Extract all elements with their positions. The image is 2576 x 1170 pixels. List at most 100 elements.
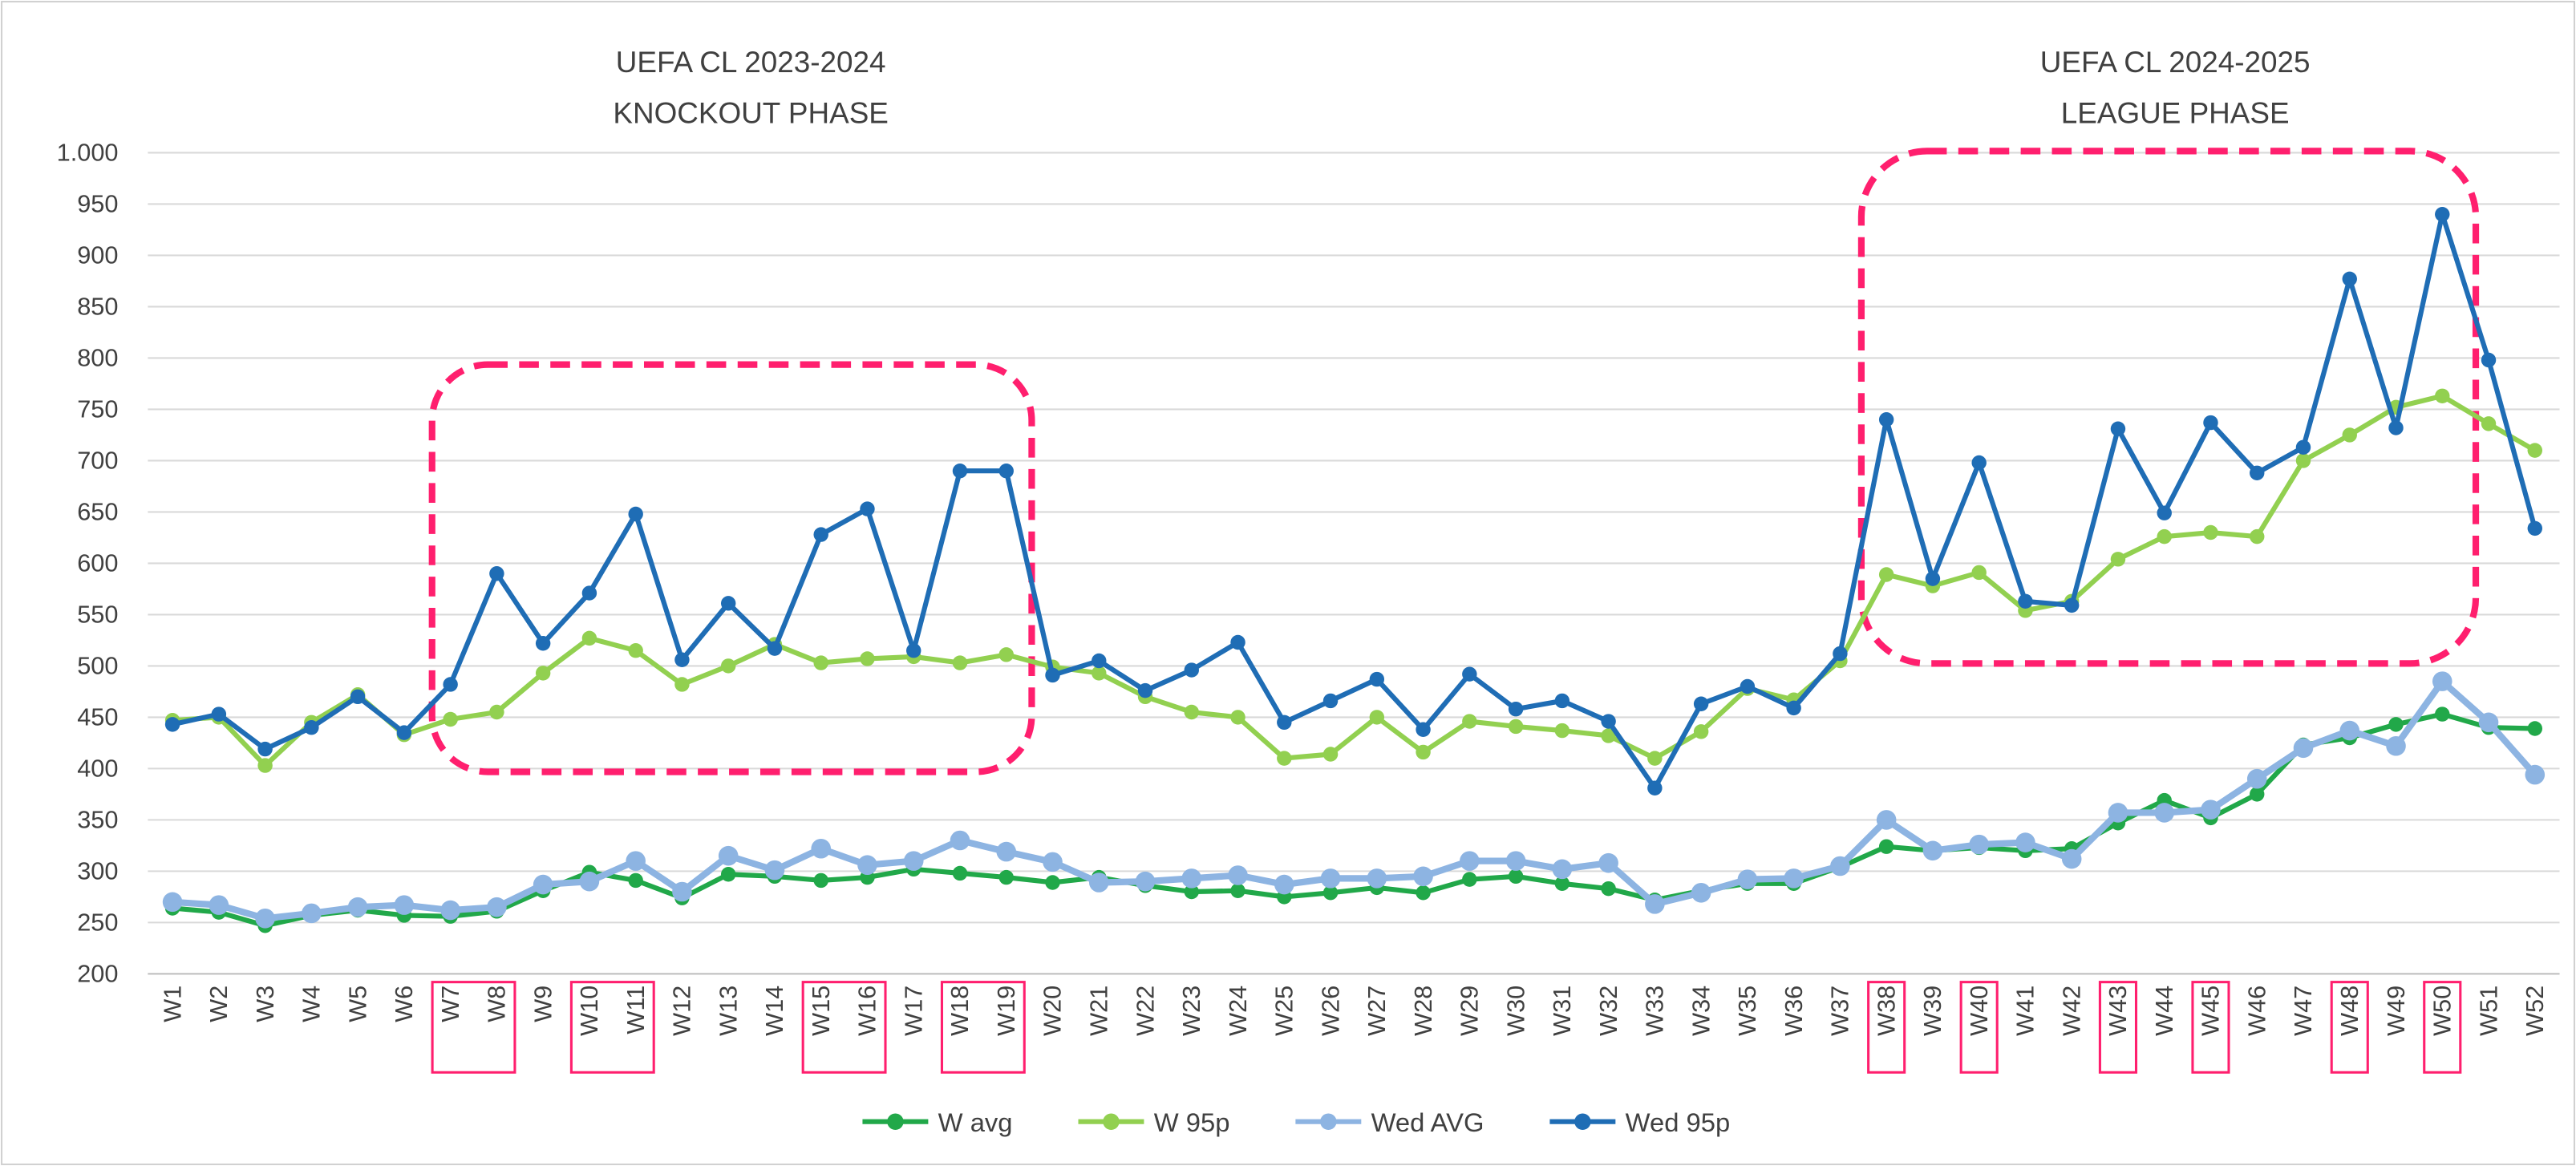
data-point [1413, 866, 1433, 887]
data-point [1830, 856, 1850, 876]
data-point [813, 527, 828, 542]
data-point [1647, 780, 1663, 796]
data-point [1181, 868, 1202, 889]
x-tick-label: W52 [2521, 986, 2549, 1036]
data-point [2527, 520, 2543, 536]
series-line [172, 212, 2538, 791]
x-tick-label: W23 [1177, 986, 1205, 1036]
data-point [2250, 465, 2265, 481]
data-point [998, 647, 1014, 662]
data-point [1508, 719, 1524, 735]
data-point [2246, 768, 2267, 789]
data-point [1369, 671, 1385, 687]
data-point [1922, 840, 1943, 861]
x-tick-label: W14 [760, 986, 788, 1036]
data-point [1878, 839, 1894, 854]
data-point [2250, 787, 2265, 802]
x-tick-label: W22 [1131, 986, 1159, 1036]
legend-swatch [1574, 1113, 1591, 1130]
x-tick-label: W26 [1316, 986, 1344, 1036]
x-tick-label: W2 [205, 986, 233, 1022]
data-point [1554, 723, 1570, 739]
data-point [1647, 751, 1663, 766]
x-tick-label: W3 [251, 986, 279, 1022]
data-point [2295, 439, 2311, 455]
data-point [211, 706, 227, 722]
data-point [394, 895, 415, 915]
x-tick-label: W16 [853, 986, 881, 1036]
x-tick-label: W5 [343, 986, 371, 1022]
data-point [1230, 634, 1245, 650]
x-tick-label: W37 [1826, 986, 1854, 1036]
label-highlight [431, 981, 516, 1074]
series-line [172, 393, 2537, 768]
data-point [626, 851, 646, 871]
data-point [1740, 678, 1756, 694]
x-tick-label: W42 [2057, 986, 2085, 1036]
x-tick-label: W6 [390, 986, 418, 1022]
x-tick-label: W47 [2289, 986, 2317, 1036]
data-point [2481, 416, 2497, 431]
y-tick-label: 950 [77, 190, 118, 218]
data-point [1925, 571, 1941, 586]
data-point [209, 895, 229, 915]
x-tick-label: W43 [2104, 986, 2132, 1036]
data-point [489, 566, 504, 581]
data-point [1552, 859, 1573, 880]
legend-label: W 95p [1154, 1107, 1230, 1137]
data-point [1460, 851, 1480, 871]
data-point [860, 651, 875, 666]
x-tick-label: W13 [714, 986, 742, 1036]
data-point [996, 841, 1017, 862]
label-highlight [2330, 981, 2369, 1074]
data-point [1230, 710, 1245, 725]
annotation: UEFA CL 2024-2025 [2040, 46, 2311, 79]
y-tick-label: 300 [77, 857, 118, 885]
data-point [628, 643, 643, 658]
data-point [720, 867, 736, 882]
data-point [2386, 735, 2406, 756]
data-point [579, 871, 600, 892]
x-tick-label: W51 [2474, 986, 2502, 1036]
data-point [1045, 875, 1060, 890]
data-point [581, 630, 597, 646]
x-tick-label: W48 [2335, 986, 2363, 1036]
data-point [1137, 682, 1153, 698]
data-point [1462, 872, 1477, 887]
data-point [2201, 800, 2221, 820]
data-point [1878, 567, 1894, 582]
data-point [628, 506, 643, 522]
x-tick-label: W8 [483, 986, 511, 1022]
data-point [1601, 714, 1616, 729]
y-tick-label: 250 [77, 909, 118, 937]
y-tick-label: 800 [77, 344, 118, 372]
x-tick-label: W11 [622, 986, 650, 1034]
data-point [718, 845, 739, 866]
data-point [720, 596, 736, 611]
data-point [1601, 728, 1616, 743]
y-tick-label: 1.000 [57, 139, 119, 167]
x-tick-label: W24 [1224, 986, 1252, 1036]
data-point [2481, 352, 2497, 368]
data-point [443, 677, 458, 692]
y-tick-label: 500 [77, 652, 118, 680]
data-point [443, 711, 458, 727]
data-point [1971, 565, 1987, 581]
data-point [2250, 528, 2265, 545]
y-tick-label: 850 [77, 293, 118, 321]
data-point [998, 869, 1014, 885]
data-point [581, 585, 597, 601]
annotation: LEAGUE PHASE [2061, 97, 2290, 130]
data-point [1508, 701, 1524, 717]
data-point [1554, 693, 1570, 709]
data-point [720, 658, 736, 674]
data-point [2293, 738, 2314, 759]
label-highlight [1867, 981, 1906, 1074]
data-point [1135, 871, 1156, 892]
legend-label: Wed AVG [1371, 1107, 1484, 1137]
data-point [1416, 722, 1431, 737]
series-line [172, 678, 2538, 922]
data-point [440, 900, 460, 921]
data-point [2157, 505, 2172, 520]
